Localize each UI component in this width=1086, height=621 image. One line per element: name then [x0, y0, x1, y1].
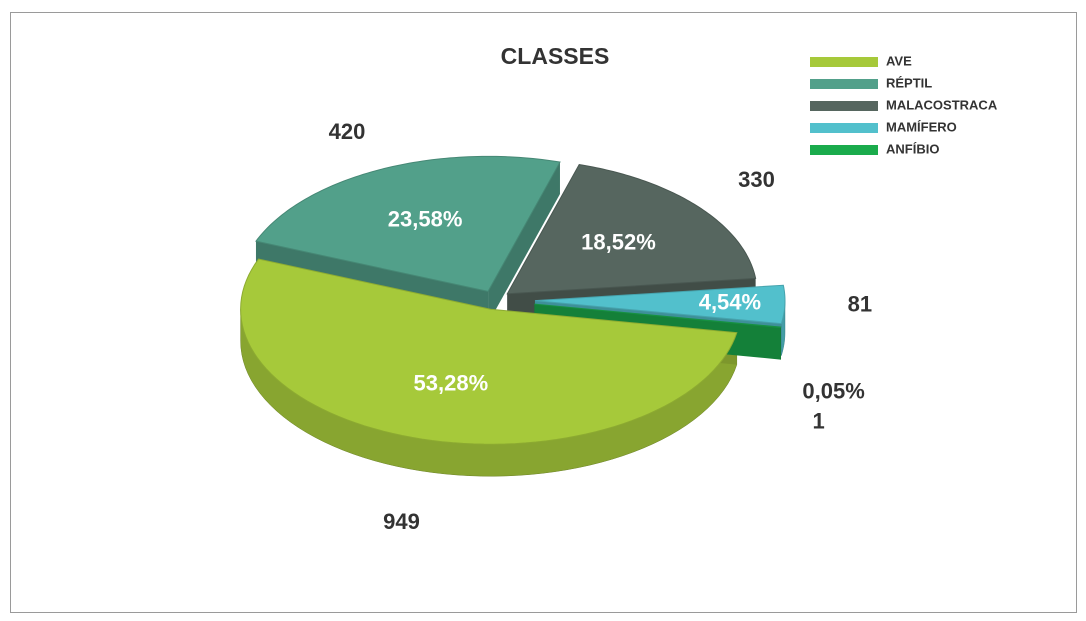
value-label: 949 [383, 509, 420, 534]
percentage-label: 18,52% [581, 229, 656, 254]
legend-swatch [810, 145, 878, 155]
legend-swatch [810, 123, 878, 133]
value-label: 330 [738, 167, 775, 192]
percentage-label: 4,54% [699, 289, 761, 314]
legend-swatch [810, 57, 878, 67]
legend-swatch [810, 101, 878, 111]
chart-title: CLASSES [501, 43, 610, 69]
value-label: 1 [812, 409, 824, 434]
legend-label: AVE [886, 53, 912, 68]
percentage-label: 23,58% [388, 207, 463, 232]
legend-label: MALACOSTRACA [886, 97, 998, 112]
legend-label: RÉPTIL [886, 75, 932, 90]
value-label: 420 [329, 119, 366, 144]
legend-label: ANFÍBIO [886, 141, 939, 156]
percentage-label: 0,05% [802, 379, 864, 404]
value-label: 81 [848, 291, 872, 316]
legend-label: MAMÍFERO [886, 119, 957, 134]
percentage-label: 53,28% [414, 370, 489, 395]
legend-swatch [810, 79, 878, 89]
